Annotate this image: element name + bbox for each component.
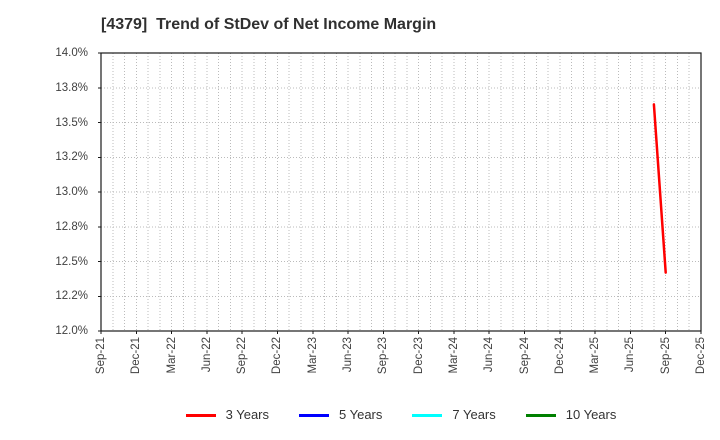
- legend-item-10-years: 10 Years: [525, 407, 617, 423]
- y-tick-label: 13.2%: [55, 151, 88, 164]
- plot-border: [100, 52, 702, 332]
- x-tick-label: Sep-22: [236, 337, 249, 375]
- legend-label: 10 Years: [565, 407, 617, 422]
- x-tick-label: Dec-25: [695, 337, 707, 375]
- x-tick-label: Sep-21: [95, 337, 107, 375]
- y-tick-label: 12.8%: [55, 220, 88, 233]
- y-tick-label: 12.5%: [55, 255, 88, 268]
- legend-item-5-years: 5 Years: [299, 407, 382, 423]
- x-tick-label: Dec-23: [412, 337, 425, 375]
- x-tick-label: Dec-24: [553, 337, 566, 375]
- chart-title: [4379] Trend of StDev of Net Income Marg…: [101, 16, 437, 33]
- legend-line-swatch: [525, 413, 556, 417]
- legend-item-7-years: 7 Years: [412, 407, 496, 423]
- x-tick-label: Dec-21: [130, 337, 143, 375]
- legend-line-swatch: [299, 413, 329, 417]
- x-tick-label: Mar-22: [165, 337, 178, 374]
- x-tick-label: Jun-23: [342, 337, 355, 373]
- x-tick-label: Sep-24: [518, 337, 531, 375]
- x-tick-label: Mar-24: [447, 337, 460, 374]
- x-tick-label: Jun-22: [200, 337, 213, 373]
- y-tick-label: 14.0%: [55, 47, 88, 59]
- x-tick-label: Sep-23: [377, 337, 390, 375]
- series-line: [652, 103, 667, 274]
- legend-item-3-years: 3 Years: [185, 407, 269, 423]
- x-tick-label: Jun-25: [624, 337, 637, 373]
- legend-label: 3 Years: [225, 407, 269, 422]
- y-tick-label: 13.8%: [55, 81, 88, 94]
- legend-line-swatch: [185, 413, 216, 417]
- legend-line-swatch: [412, 413, 443, 417]
- x-tick-label: Dec-22: [271, 337, 284, 375]
- x-tick-label: Mar-25: [589, 337, 602, 374]
- y-tick-label: 12.2%: [55, 290, 88, 303]
- x-tick-label: Sep-25: [659, 337, 672, 375]
- legend-label: 5 Years: [339, 407, 383, 422]
- y-tick-label: 13.5%: [55, 116, 88, 129]
- legend-label: 7 Years: [452, 407, 496, 422]
- y-tick-label: 13.0%: [55, 186, 88, 198]
- x-tick-label: Mar-23: [306, 337, 319, 374]
- x-tick-label: Jun-24: [483, 337, 496, 373]
- legend: 3 Years 5 Years 7 Years 10 Years: [101, 404, 701, 426]
- y-tick-label: 12.0%: [55, 325, 88, 337]
